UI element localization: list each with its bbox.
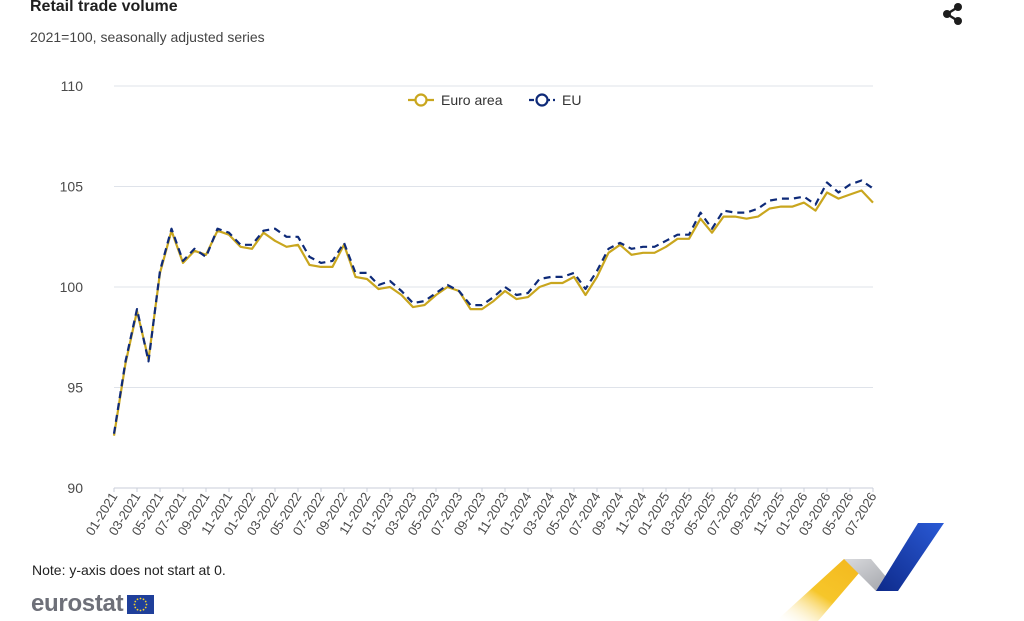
grid-lines (114, 85, 873, 489)
y-axis-ticks: 90 95 100 105 110 (60, 78, 84, 496)
legend-marker (535, 93, 549, 107)
decorative-corner-graphic (776, 523, 944, 621)
eurostat-logo: eurostat (31, 590, 155, 617)
y-tick-label: 105 (60, 179, 84, 195)
y-tick-label: 95 (67, 380, 83, 396)
chart-subtitle: 2021=100, seasonally adjusted series (30, 29, 265, 45)
series-lines (112, 179, 874, 436)
y-tick-label: 100 (60, 279, 84, 295)
series-line-euro-area (112, 189, 874, 436)
axis-note: Note: y-axis does not start at 0. (32, 562, 226, 578)
y-tick-label: 110 (61, 78, 84, 94)
share-icon[interactable] (938, 0, 968, 28)
series-line-eu (112, 179, 874, 434)
legend-marker (414, 93, 428, 107)
chart-title: Retail trade volume (30, 0, 178, 15)
legend: Euro area EU (408, 92, 581, 108)
y-tick-label: 90 (67, 480, 83, 496)
eu-flag-icon (127, 594, 155, 614)
brand-name: eurostat (31, 590, 124, 617)
legend-label[interactable]: Euro area (441, 92, 503, 108)
legend-label[interactable]: EU (562, 92, 581, 108)
x-axis-ticks: 01-202103-202105-202107-202109-202111-20… (83, 488, 880, 538)
